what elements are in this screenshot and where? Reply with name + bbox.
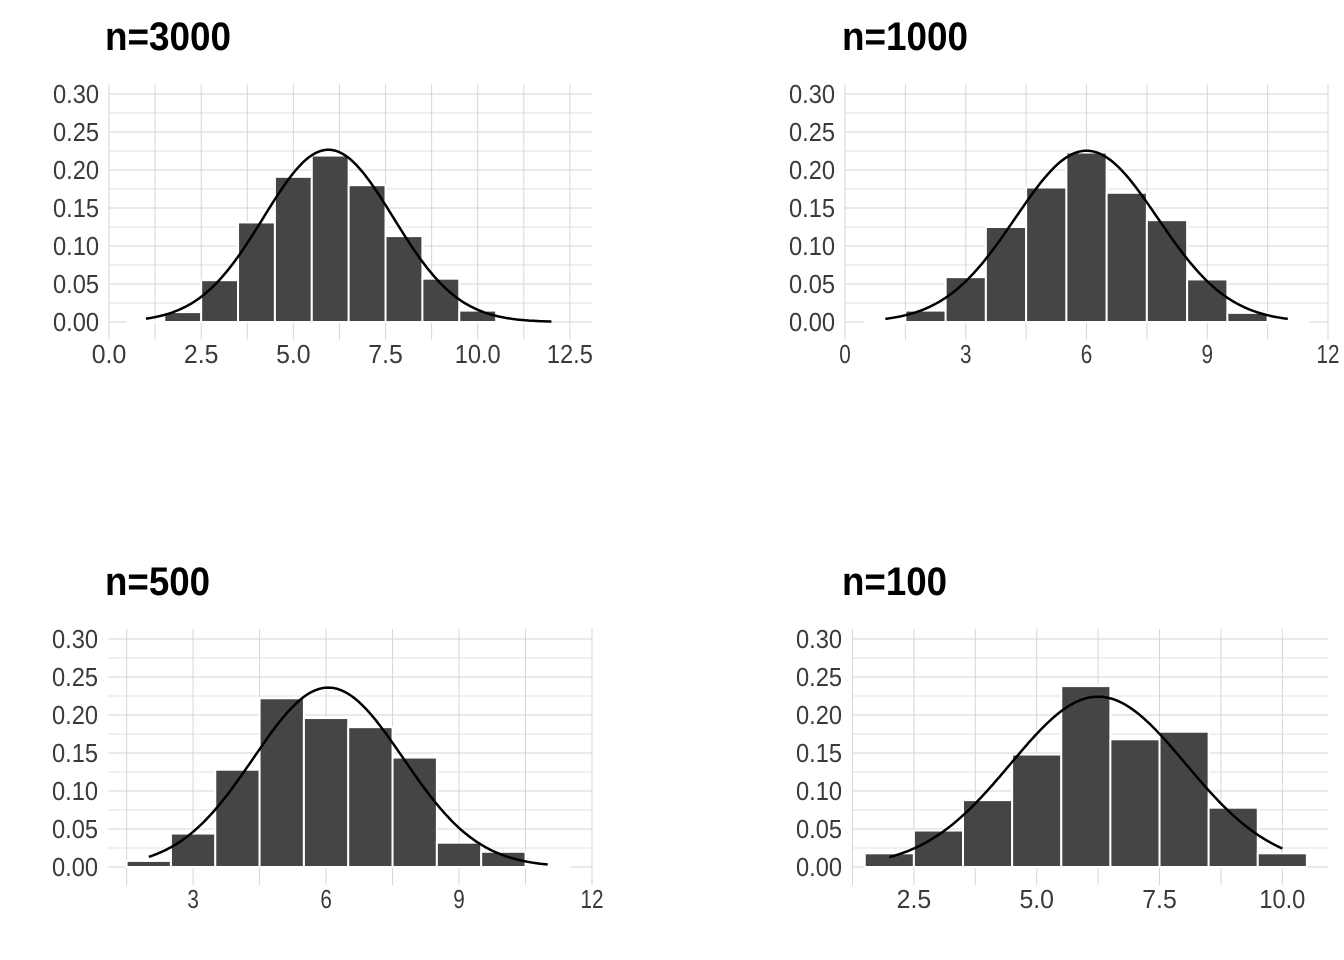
x-tick-label: 12 (1317, 339, 1340, 369)
y-tick-label: 0.25 (796, 662, 842, 692)
histogram-bar (1186, 278, 1229, 324)
panel-n-1000: n=1000 0.00 0.05 0.10 0.15 0.20 0.25 0.30 0 3 6 9 12 (789, 15, 1340, 369)
histogram-bar (863, 852, 915, 869)
panel-title: n=3000 (105, 15, 231, 59)
x-tick-label: 3 (187, 884, 199, 914)
y-tick-label: 0.00 (53, 307, 99, 337)
histogram-bar (1145, 219, 1189, 323)
x-tick-label: 12 (581, 884, 604, 914)
histogram-bar (480, 850, 527, 868)
histogram-bar (1226, 311, 1269, 324)
x-tick-label: 5.0 (276, 339, 311, 369)
histogram-bar (273, 175, 313, 323)
histogram-bar (944, 276, 987, 324)
histogram-bar (310, 154, 350, 323)
y-tick-label: 0.10 (53, 231, 99, 261)
x-tick-label: 6 (320, 884, 332, 914)
y-tick-label: 0.10 (796, 776, 842, 806)
histogram-bar (458, 309, 498, 324)
histogram-bar (421, 277, 461, 323)
y-tick-label: 0.05 (53, 269, 99, 299)
x-tick-label: 2.5 (897, 884, 932, 914)
histogram-bar (347, 184, 387, 323)
histogram-bar (214, 768, 261, 868)
y-tick-label: 0.15 (53, 193, 99, 223)
x-tick-label: 9 (453, 884, 465, 914)
x-tick-label: 7.5 (368, 339, 403, 369)
y-tick-label: 0.20 (796, 700, 842, 730)
y-tick-label: 0.30 (796, 624, 842, 654)
histogram-bar (1060, 685, 1112, 868)
histogram-bar (1065, 151, 1108, 323)
x-tick-label: 9 (1202, 339, 1214, 369)
y-tick-label: 0.30 (53, 79, 99, 109)
panel-n-3000: n=3000 0.00 0.05 0.10 0.15 0.20 0.25 0.30 0.0 2.5… (53, 15, 593, 369)
histogram-bar (125, 859, 172, 868)
y-tick-label: 0.30 (52, 624, 98, 654)
y-tick-label: 0.25 (53, 117, 99, 147)
y-tick-label: 0.25 (789, 117, 835, 147)
histogram-bar (1011, 753, 1063, 869)
x-tick-label: 10.0 (455, 339, 501, 369)
y-tick-label: 0.05 (796, 814, 842, 844)
x-tick-label: 0 (839, 339, 851, 369)
y-tick-label: 0.15 (796, 738, 842, 768)
density-curve (145, 148, 552, 323)
density-curve (885, 149, 1288, 321)
histogram-bar (984, 226, 1028, 323)
histogram-bar (1109, 738, 1161, 869)
panel-n-500: n=500 0.00 0.05 0.10 0.15 0.20 0.25 0.30 3 6 9 12 (52, 560, 604, 914)
x-tick-label: 5.0 (1019, 884, 1054, 914)
y-tick-label: 0.00 (789, 307, 835, 337)
histogram-bar (1266, 321, 1309, 324)
y-tick-label: 0.20 (53, 155, 99, 185)
y-tick-label: 0.10 (789, 231, 835, 261)
histogram-bar (126, 321, 166, 324)
y-tick-label: 0.20 (52, 700, 98, 730)
y-tick-label: 0.15 (52, 738, 98, 768)
x-tick-label: 2.5 (184, 339, 219, 369)
y-tick-label: 0.15 (789, 193, 835, 223)
histogram-bar (384, 235, 424, 323)
histogram-bar (1105, 191, 1148, 323)
x-tick-label: 12.5 (547, 339, 593, 369)
histogram-bar (435, 841, 483, 868)
density-curve (888, 695, 1283, 859)
histogram-bar (237, 221, 276, 323)
histogram-bar (1207, 806, 1259, 868)
histogram-bar (864, 321, 907, 324)
histogram-bar (1256, 852, 1308, 869)
y-tick-label: 0.10 (52, 776, 98, 806)
histogram-bar (258, 697, 305, 869)
y-tick-label: 0.00 (796, 852, 842, 882)
histogram-bar (347, 726, 394, 868)
y-tick-label: 0.20 (789, 155, 835, 185)
x-tick-label: 0.0 (92, 339, 127, 369)
histogram-bar (302, 717, 350, 868)
histogram-bar (495, 321, 535, 324)
y-tick-label: 0.00 (52, 852, 98, 882)
x-tick-label: 6 (1081, 339, 1093, 369)
density-curve (148, 686, 548, 866)
histogram-bar (169, 832, 217, 868)
panel-title: n=100 (842, 560, 947, 604)
y-tick-label: 0.25 (52, 662, 98, 692)
histogram-bar (962, 799, 1014, 868)
panel-n-100: n=100 0.00 0.05 0.10 0.15 0.20 0.25 0.30 2.5 5.0 7… (796, 560, 1328, 914)
y-tick-label: 0.30 (789, 79, 835, 109)
x-tick-label: 10.0 (1259, 884, 1305, 914)
histogram-bar (200, 279, 240, 324)
x-tick-label: 3 (960, 339, 972, 369)
y-tick-label: 0.05 (52, 814, 98, 844)
x-tick-label: 7.5 (1142, 884, 1177, 914)
panel-title: n=1000 (842, 15, 968, 59)
panel-title: n=500 (105, 560, 210, 604)
histogram-bar (524, 866, 571, 869)
y-tick-label: 0.05 (789, 269, 835, 299)
histogram-bar (1158, 730, 1210, 868)
histogram-bar (1025, 186, 1068, 323)
